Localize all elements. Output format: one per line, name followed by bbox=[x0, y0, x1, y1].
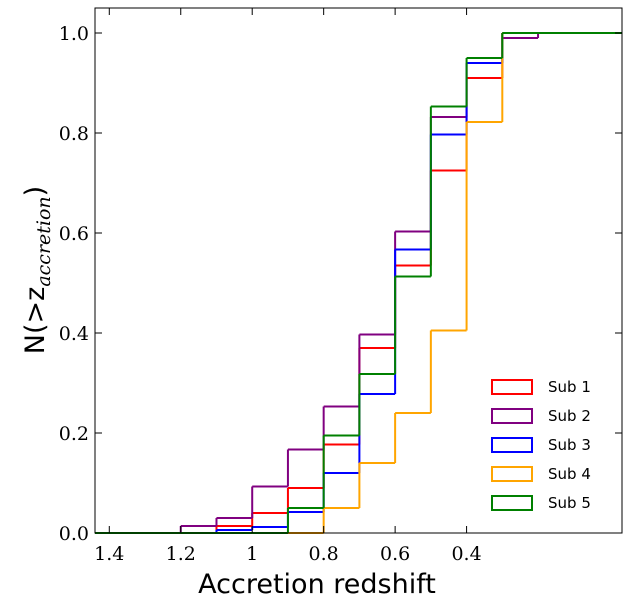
x-tick-label: 1.4 bbox=[94, 543, 124, 565]
y-tick-label: 0.4 bbox=[59, 323, 89, 345]
plot-frame bbox=[94, 7, 623, 534]
legend-swatch bbox=[491, 379, 533, 395]
y-tick-label: 0.8 bbox=[59, 123, 89, 145]
x-axis-label: Accretion redshift bbox=[198, 569, 436, 600]
legend-label: Sub 1 bbox=[548, 378, 591, 396]
y-label-sub: accretion bbox=[33, 196, 55, 286]
legend-label: Sub 3 bbox=[548, 436, 591, 454]
legend-swatch bbox=[491, 466, 533, 482]
legend-swatch bbox=[491, 437, 533, 453]
x-tick-label: 1.2 bbox=[166, 543, 196, 565]
y-tick-label: 0.6 bbox=[59, 223, 89, 245]
y-tick-label: 0.2 bbox=[59, 423, 89, 445]
x-tick-label: 0.8 bbox=[309, 543, 339, 565]
y-label-main: N(>z bbox=[20, 287, 51, 355]
legend-label: Sub 5 bbox=[548, 494, 591, 512]
legend-label: Sub 2 bbox=[548, 407, 591, 425]
x-tick-label: 1 bbox=[246, 543, 258, 565]
x-tick-label: 0.4 bbox=[451, 543, 481, 565]
legend-swatch bbox=[491, 495, 533, 511]
y-label-close: ) bbox=[20, 186, 51, 197]
legend-swatch bbox=[491, 408, 533, 424]
y-tick-label: 1.0 bbox=[59, 23, 89, 45]
legend-label: Sub 4 bbox=[548, 465, 591, 483]
x-tick-label: 0.6 bbox=[380, 543, 410, 565]
y-axis-label: N(>zaccretion) bbox=[20, 186, 55, 354]
y-tick-label: 0.0 bbox=[59, 523, 89, 545]
